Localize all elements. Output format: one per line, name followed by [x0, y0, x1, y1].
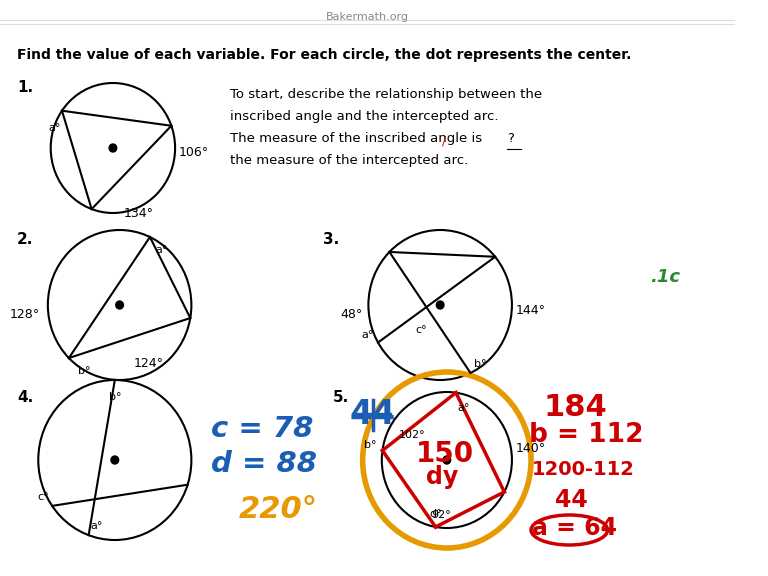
- Text: 140°: 140°: [516, 441, 546, 454]
- Text: 44: 44: [350, 398, 396, 431]
- Circle shape: [436, 301, 444, 309]
- Text: the measure of the intercepted arc.: the measure of the intercepted arc.: [230, 154, 468, 167]
- Circle shape: [116, 301, 124, 309]
- Text: b°: b°: [108, 392, 121, 402]
- Text: 220°: 220°: [239, 495, 318, 524]
- Text: 128°: 128°: [10, 309, 40, 321]
- Text: d = 88: d = 88: [210, 450, 316, 478]
- Text: c°: c°: [38, 492, 49, 502]
- Text: 144°: 144°: [516, 304, 546, 316]
- Text: 48°: 48°: [340, 309, 362, 321]
- Text: To start, describe the relationship between the: To start, describe the relationship betw…: [230, 88, 541, 101]
- Text: b°: b°: [475, 359, 487, 369]
- Text: 124°: 124°: [134, 357, 164, 370]
- Text: 5.: 5.: [333, 390, 349, 405]
- Text: .1c: .1c: [650, 268, 680, 286]
- Text: 4.: 4.: [17, 390, 34, 405]
- Text: b°: b°: [78, 366, 91, 376]
- Text: dy: dy: [425, 465, 458, 489]
- Text: a°: a°: [48, 123, 61, 132]
- Text: Find the value of each variable. For each circle, the dot represents the center.: Find the value of each variable. For eac…: [17, 48, 631, 62]
- Text: /: /: [442, 134, 446, 147]
- Text: Bakermath.org: Bakermath.org: [326, 12, 409, 22]
- Text: 102°: 102°: [399, 430, 425, 440]
- Text: c = 78: c = 78: [210, 415, 313, 443]
- Text: a°: a°: [362, 331, 374, 340]
- Text: 106°: 106°: [179, 146, 209, 160]
- Text: a = 64: a = 64: [532, 516, 617, 540]
- Text: 44: 44: [555, 488, 588, 512]
- Text: c°: c°: [415, 325, 427, 335]
- Text: 2.: 2.: [17, 232, 34, 247]
- Text: a°: a°: [156, 245, 168, 255]
- Text: 3.: 3.: [323, 232, 339, 247]
- Text: 150: 150: [416, 440, 475, 468]
- Text: The measure of the inscribed angle is: The measure of the inscribed angle is: [230, 132, 490, 145]
- Text: ?: ?: [507, 132, 514, 145]
- Circle shape: [111, 456, 118, 464]
- Text: 184: 184: [544, 393, 607, 422]
- Text: 1.: 1.: [17, 80, 33, 95]
- Text: b°: b°: [363, 440, 376, 450]
- Text: a°: a°: [458, 403, 470, 412]
- Text: 134°: 134°: [124, 207, 154, 220]
- Text: a°: a°: [91, 521, 103, 531]
- Text: b = 112: b = 112: [529, 422, 644, 448]
- Text: 1200-112: 1200-112: [532, 460, 635, 479]
- Text: d°: d°: [429, 509, 442, 519]
- Text: 92°: 92°: [432, 510, 451, 520]
- Text: inscribed angle and the intercepted arc.: inscribed angle and the intercepted arc.: [230, 110, 498, 123]
- Circle shape: [443, 456, 451, 464]
- Circle shape: [109, 144, 117, 152]
